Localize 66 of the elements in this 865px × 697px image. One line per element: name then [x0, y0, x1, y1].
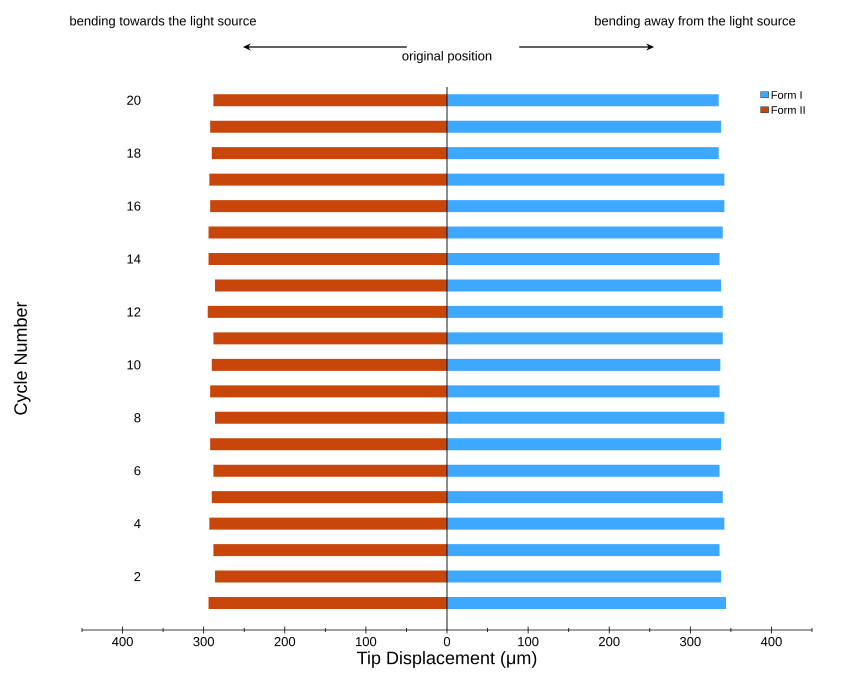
bar: [208, 226, 448, 239]
bar: [447, 120, 722, 133]
bar: [208, 597, 448, 610]
y-tick-label: 8: [134, 413, 140, 422]
bar: [447, 279, 722, 292]
bar: [447, 200, 724, 212]
bar: [447, 597, 726, 610]
bar: [212, 358, 448, 371]
bar: [215, 279, 448, 292]
bar: [447, 226, 723, 239]
bar: [212, 491, 448, 504]
bar: [213, 332, 448, 344]
x-tick-label: 400: [760, 637, 782, 646]
y-tick-label: 14: [128, 254, 141, 264]
bar: [213, 544, 448, 556]
y-tick-label: 16: [128, 201, 140, 211]
x-tick-label: 200: [599, 637, 620, 646]
bar: [213, 464, 448, 477]
bar: [447, 412, 724, 424]
bar: [447, 147, 719, 160]
y-tick-label: 6: [134, 466, 140, 476]
y-tick-label: 10: [128, 360, 140, 370]
bar: [447, 306, 723, 318]
x-tick-label: 100: [356, 637, 376, 646]
bar: [447, 518, 724, 530]
x-tick-label: 100: [518, 637, 538, 646]
ref-line-label: original position: [402, 50, 492, 64]
bar: [208, 306, 448, 318]
x-tick-label: 200: [274, 637, 296, 646]
bar: [447, 438, 722, 450]
bar: [209, 518, 448, 530]
bar: [209, 174, 448, 186]
bar: [212, 147, 448, 160]
y-tick-label: 18: [128, 148, 140, 158]
legend-label: Form I: [772, 91, 802, 99]
bar: [447, 253, 720, 266]
bar: [447, 491, 723, 504]
x-tick-label: 300: [680, 637, 701, 646]
bar: [447, 358, 720, 371]
bar: [210, 438, 448, 450]
text: bending towards the light source: [70, 16, 256, 28]
bar: [215, 570, 448, 583]
bar: [215, 412, 448, 424]
bar: [210, 200, 448, 212]
y-tick-label: 12: [128, 307, 140, 316]
x-tick-label: 0: [444, 637, 450, 646]
bar: [208, 253, 448, 266]
bar: [447, 544, 720, 556]
x-axis-title: Tip Displacement (μm): [357, 651, 536, 668]
bar: [447, 94, 719, 106]
bar: [213, 94, 448, 106]
bar: [210, 385, 448, 398]
legend-label: Form II: [772, 106, 805, 114]
y-tick-label: 2: [134, 572, 140, 582]
y-tick-label: 4: [134, 519, 141, 528]
bar: [447, 570, 722, 583]
x-tick-label: 300: [193, 637, 214, 646]
bar: [447, 332, 723, 344]
bar: [447, 464, 720, 477]
y-tick-label: 20: [127, 96, 140, 105]
x-tick-label: 400: [112, 637, 133, 646]
y-axis-title: Cycle Number: [14, 302, 31, 415]
bar: [210, 120, 448, 133]
bar: [447, 174, 724, 186]
text: bending away from the light source: [595, 16, 796, 28]
bar: [447, 385, 720, 398]
